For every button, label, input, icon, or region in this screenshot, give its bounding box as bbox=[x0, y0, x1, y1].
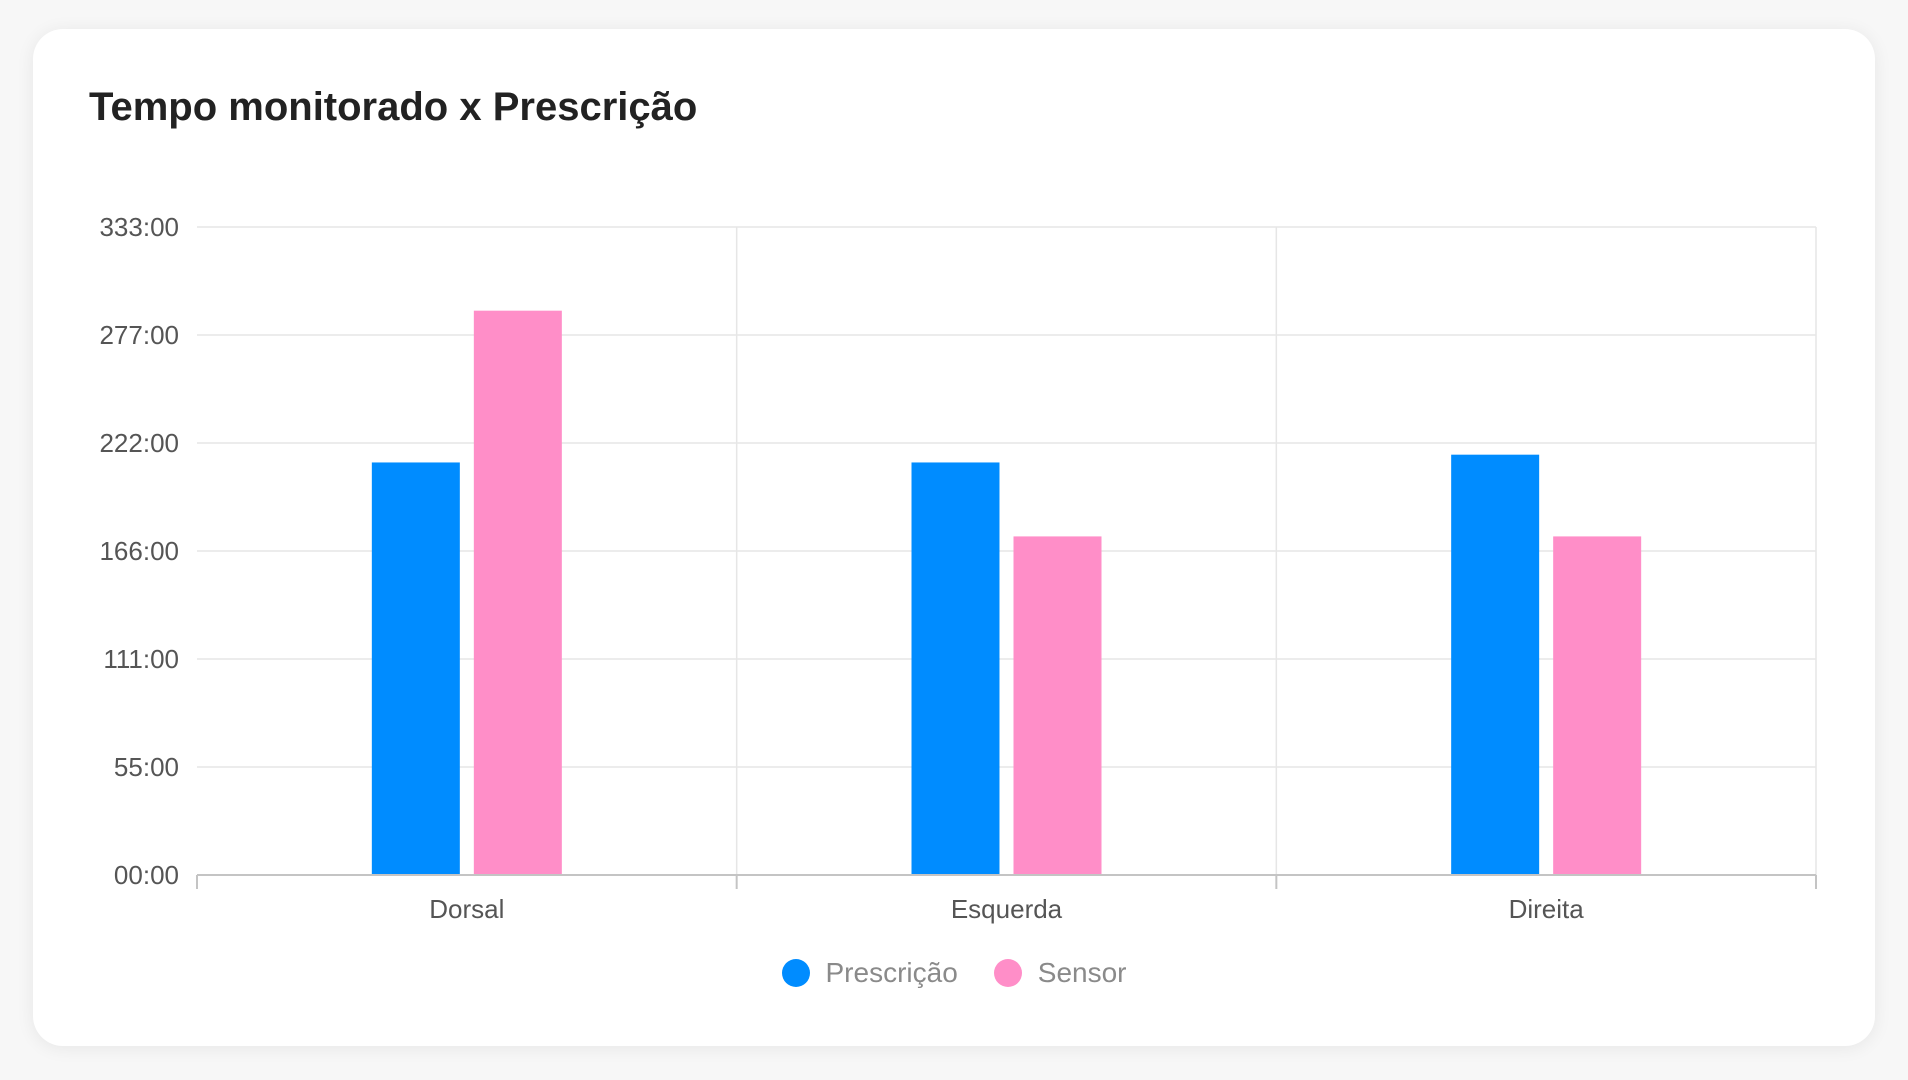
bar bbox=[1553, 536, 1642, 875]
legend-item-sensor[interactable]: Sensor bbox=[993, 957, 1127, 989]
legend-label: Sensor bbox=[1037, 957, 1127, 988]
axes bbox=[196, 874, 1817, 889]
x-tick-label: Direita bbox=[1509, 894, 1585, 924]
bar bbox=[1451, 454, 1540, 875]
bars bbox=[371, 310, 1642, 876]
y-tick-label: 333:00 bbox=[99, 212, 179, 242]
y-tick-label: 222:00 bbox=[99, 428, 179, 458]
y-tick-label: 166:00 bbox=[99, 536, 179, 566]
bar bbox=[1013, 536, 1102, 875]
legend: Prescrição Sensor bbox=[33, 957, 1875, 989]
y-tick-label: 55:00 bbox=[114, 752, 179, 782]
legend-dot-icon bbox=[781, 959, 810, 987]
bar-chart: 333:00 277:00 222:00 166:00 111:00 55:00 00:00… bbox=[99, 212, 1817, 924]
bar bbox=[911, 462, 1000, 875]
grid-lines bbox=[197, 226, 1817, 875]
chart-title: Tempo monitorado x Prescrição bbox=[89, 85, 698, 129]
legend-label: Prescrição bbox=[825, 957, 958, 988]
bar bbox=[473, 310, 562, 876]
y-tick-label: 111:00 bbox=[103, 644, 179, 674]
bar bbox=[371, 462, 460, 875]
legend-dot-icon bbox=[993, 959, 1022, 987]
y-tick-label: 277:00 bbox=[99, 320, 179, 350]
x-tick-label: Dorsal bbox=[429, 894, 504, 924]
y-tick-label: 00:00 bbox=[114, 860, 179, 890]
chart-card: Tempo monitorado x Prescrição 333:00 277:… bbox=[33, 29, 1875, 1046]
x-tick-label: Esquerda bbox=[951, 894, 1063, 924]
tick-labels: 333:00 277:00 222:00 166:00 111:00 55:00 00:00… bbox=[99, 212, 1584, 924]
legend-item-prescricao[interactable]: Prescrição bbox=[781, 957, 958, 989]
